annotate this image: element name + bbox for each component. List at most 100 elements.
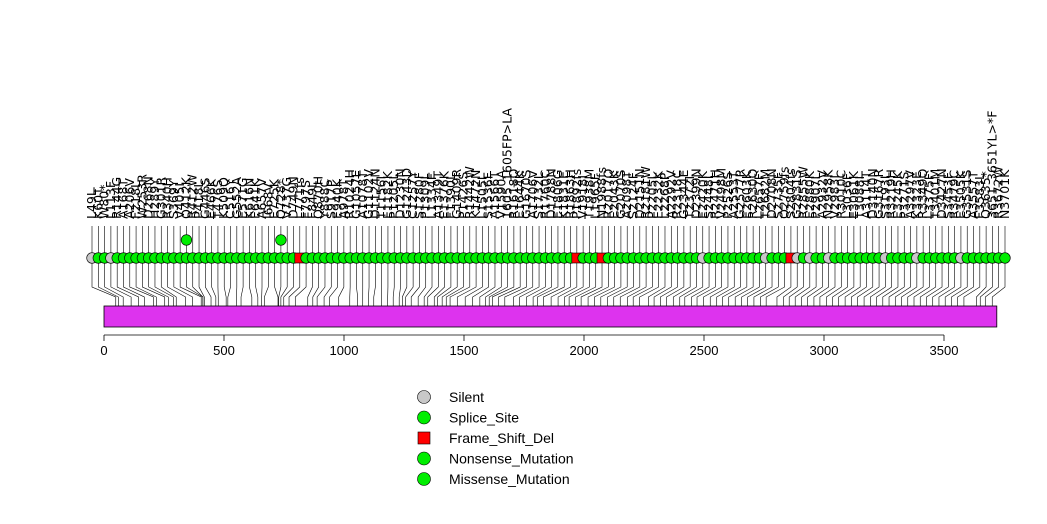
connector-line xyxy=(660,258,678,306)
connector-line xyxy=(464,258,483,306)
mutation-label: R2855W xyxy=(796,166,811,219)
connector-line xyxy=(135,258,157,306)
connector-line xyxy=(116,258,139,306)
mutation-label: G301R xyxy=(153,176,168,219)
connector-line xyxy=(398,258,401,306)
connector-line xyxy=(783,258,798,306)
mutation-label: G3531S xyxy=(959,170,974,219)
mutation-label: V405I xyxy=(172,183,187,219)
mutation-label: R3672W xyxy=(991,166,1006,219)
connector-line xyxy=(449,258,471,306)
mutation-label: V2983I xyxy=(827,175,842,219)
mutation-label: S369Y xyxy=(166,179,181,219)
mutation-label: A1706V xyxy=(525,170,540,219)
mutation-label: P3271S xyxy=(896,172,911,219)
mutation-label: E2603K xyxy=(739,170,754,219)
connector-line xyxy=(826,258,842,306)
connector-lines xyxy=(91,258,1006,306)
mutation-label: D1788N xyxy=(544,168,559,219)
mutation-label: R1863H xyxy=(563,169,578,219)
connector-line xyxy=(684,258,704,306)
connector-line xyxy=(160,258,177,306)
mutation-label: R3010C xyxy=(833,170,848,219)
mutation-label: G2070S xyxy=(613,170,628,219)
mutation-label: L3036F xyxy=(840,173,855,219)
connector-line xyxy=(417,258,427,306)
connector-line xyxy=(392,258,395,306)
legend-label: Silent xyxy=(449,389,484,405)
mutation-label: L1505I xyxy=(474,177,489,219)
mutation-labels: L49LK60TW80*L113FR144GA168TA206VF218LW25… xyxy=(84,108,1012,220)
mutation-marker xyxy=(180,234,193,246)
mutation-label: V1590A xyxy=(493,170,508,219)
mutation-label: C1257Y xyxy=(405,170,420,219)
mutation-label: S1732L xyxy=(531,172,546,219)
mutation-label: L1334F xyxy=(424,173,439,219)
connector-line xyxy=(283,258,294,306)
mutation-label: T476S xyxy=(210,180,225,220)
mutation-label: R2318C xyxy=(670,170,685,219)
connector-line xyxy=(294,258,307,306)
mutation-label: F797S xyxy=(298,180,313,219)
mutation-label: A2292V xyxy=(663,170,678,219)
connector-line xyxy=(979,258,993,306)
x-tick-label: 3000 xyxy=(810,343,839,358)
x-axis: 0 500 1000 1500 2000 2500 3000 3500 xyxy=(100,334,958,358)
mutation-label: R2181W xyxy=(638,166,653,219)
mutation-label: F1390L xyxy=(443,173,458,219)
mutation-label: A657V xyxy=(254,178,269,219)
mutation-label: F849L xyxy=(304,181,319,219)
connector-line xyxy=(488,258,508,306)
x-tick-label: 1000 xyxy=(330,343,359,358)
mutation-label: A3114T xyxy=(858,171,873,219)
legend-swatch xyxy=(417,431,431,445)
mutation-label: Y888C xyxy=(317,179,332,220)
connector-line xyxy=(819,258,836,306)
connector-line xyxy=(356,258,358,306)
mutation-label: K1472N xyxy=(468,170,483,219)
mutation-label: G1670S xyxy=(518,170,533,219)
mutation-label: E466K xyxy=(204,178,219,219)
mutation-label: D3427N xyxy=(934,168,949,219)
legend-label: Nonsense_Mutation xyxy=(449,451,574,467)
mutation-label: G2831S xyxy=(789,170,804,219)
connector-line xyxy=(991,258,1006,306)
legend-label: Splice_Site xyxy=(449,410,519,426)
connector-line xyxy=(368,258,370,306)
legend: Silent Splice_Site Frame_Shift_Del Nonsense… xyxy=(417,389,574,487)
mutation-label: P2205L xyxy=(644,173,659,219)
connector-line xyxy=(901,258,918,306)
mutation-label: D2151N xyxy=(632,168,647,219)
connector-line xyxy=(851,258,867,306)
mutation-label: L1965F xyxy=(588,173,603,219)
mutation-label: E2232K xyxy=(651,170,666,219)
connector-line xyxy=(703,258,722,306)
connector-line xyxy=(938,258,955,306)
mutation-label: G446S xyxy=(197,177,212,219)
mutation-label: G1409R xyxy=(449,169,464,219)
connector-line xyxy=(575,258,597,306)
connector-line xyxy=(919,258,937,306)
connector-line xyxy=(632,258,653,306)
connector-line xyxy=(148,258,169,306)
connector-line xyxy=(801,258,817,306)
mutation-label: Q2759fs xyxy=(777,166,792,219)
legend-label: Missense_Mutation xyxy=(449,471,570,487)
mutation-label: G2344E xyxy=(676,170,691,219)
connector-line xyxy=(504,258,527,306)
mutation-label: I668V xyxy=(260,182,275,219)
mutation-label: H289Y xyxy=(147,178,162,219)
connector-line xyxy=(123,258,145,306)
mutation-label: S2735F xyxy=(770,172,785,219)
mutation-label: S1536F xyxy=(481,172,496,219)
connector-line xyxy=(813,258,829,306)
connector-line xyxy=(456,258,477,306)
mutation-label: K3323E xyxy=(909,171,924,219)
mutation-label: D3140N xyxy=(865,168,880,219)
mutation-label: P1892fs xyxy=(569,169,584,219)
connector-line xyxy=(192,258,204,306)
connector-line xyxy=(863,258,880,306)
connector-line xyxy=(944,258,962,306)
mutation-label: A168T xyxy=(115,179,130,219)
mutation-label: N2958K xyxy=(821,169,836,219)
